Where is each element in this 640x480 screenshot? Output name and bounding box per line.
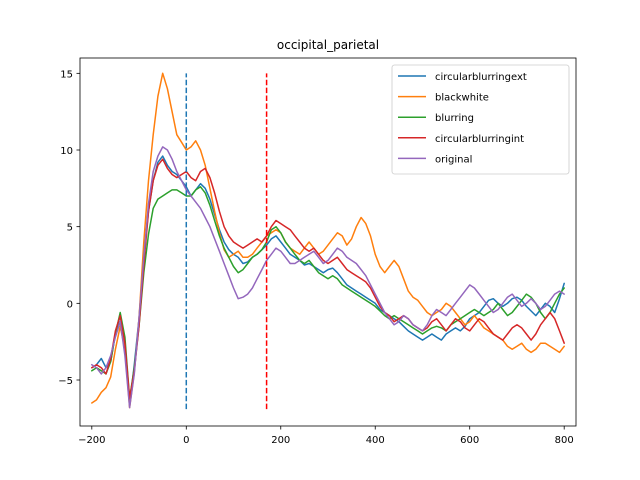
- x-tick-label: 0: [183, 435, 189, 446]
- series-line-circularblurringint: [91, 158, 565, 400]
- y-tick-label: −5: [58, 376, 73, 387]
- legend: circularblurringext blackwhite blurring cir…: [391, 64, 570, 175]
- series-line-original: [91, 146, 565, 409]
- x-tick-label: −200: [78, 435, 105, 446]
- legend-box: [391, 64, 570, 175]
- series-layer: [91, 72, 565, 409]
- legend-label: blurring: [435, 113, 474, 124]
- series-line-blurring: [91, 186, 565, 400]
- legend-label: blackwhite: [435, 93, 489, 104]
- y-tick-label: 5: [67, 223, 73, 234]
- legend-label: original: [435, 154, 472, 165]
- legend-label: circularblurringext: [435, 72, 527, 83]
- x-tick-label: 600: [460, 435, 479, 446]
- series-line-blackwhite: [91, 72, 565, 409]
- plot-frame: [79, 57, 577, 427]
- x-tick-label: 400: [366, 435, 385, 446]
- y-tick-label: 10: [60, 146, 73, 157]
- y-tick-label: 15: [60, 69, 73, 80]
- y-tick-label: 0: [67, 299, 73, 310]
- x-tick-label: 200: [271, 435, 290, 446]
- chart-title: occipital_parietal: [277, 38, 379, 52]
- vline-layer: [185, 73, 268, 410]
- x-tick-label: 800: [555, 435, 574, 446]
- axis-layer: −200 0 200 400 600 800 −5 0 5 10 15: [58, 69, 573, 446]
- legend-label: circularblurringint: [435, 134, 524, 145]
- series-line-circularblurringext: [91, 155, 565, 406]
